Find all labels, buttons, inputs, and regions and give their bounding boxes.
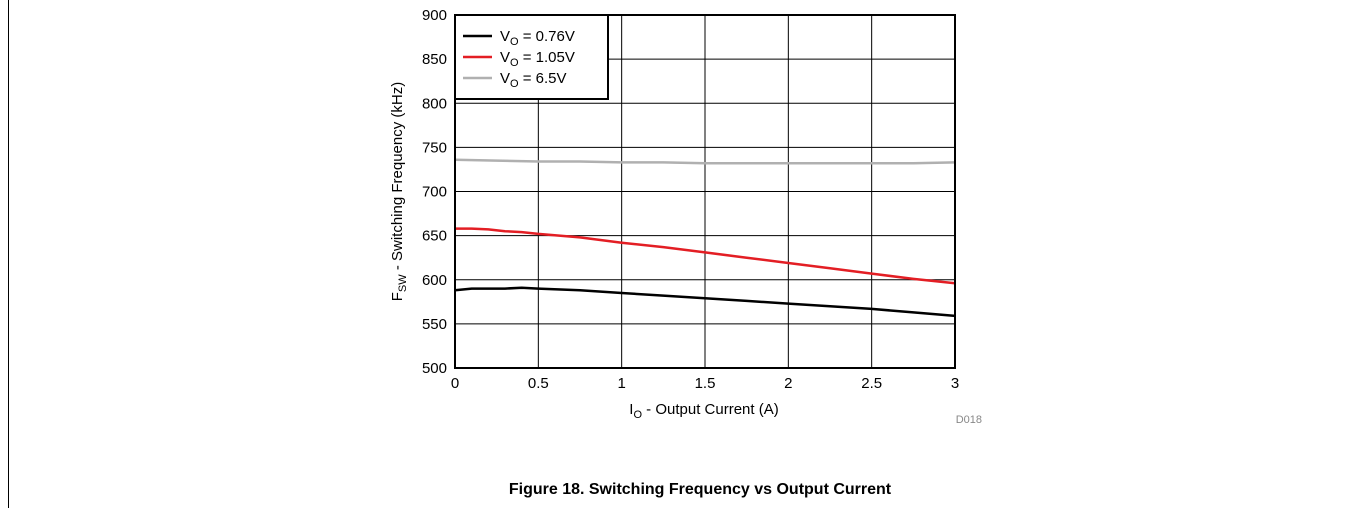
figure-caption: Figure 18. Switching Frequency vs Output… (508, 481, 892, 498)
series-line-0 (454, 286, 956, 318)
legend-label-main-0: V (500, 28, 510, 45)
grid (454, 14, 956, 369)
x-axis-label-rest: - Output Current (A) (642, 401, 779, 418)
legend-label-sub-2: O (510, 78, 519, 90)
x-tick-label-5: 2.5 (861, 375, 882, 392)
tick-labels: 0 0.5 1 1.5 2 2.5 3 500 550 600 650 700 750 800 850 900 (422, 7, 959, 392)
legend-label-rest-2: = 6.5V (519, 70, 567, 87)
series-line-2 (454, 158, 956, 165)
legend-label-0: VO = 0.76V (500, 28, 575, 48)
series-lines (454, 158, 956, 318)
x-axis-label-sub: O (633, 409, 642, 421)
y-tick-label-6: 800 (422, 95, 447, 112)
y-tick-label-7: 850 (422, 51, 447, 68)
figure-code: D018 (956, 414, 982, 426)
y-tick-label-1: 550 (422, 316, 447, 333)
page-left-border (8, 0, 9, 508)
series-line-1 (455, 227, 956, 285)
x-tick-label-1: 0.5 (528, 375, 549, 392)
x-tick-label-6: 3 (951, 375, 959, 392)
legend-label-2: VO = 6.5V (500, 70, 567, 90)
legend-label-rest-0: = 0.76V (519, 28, 575, 45)
legend-label-sub-1: O (510, 57, 519, 69)
legend-label-main-2: V (500, 70, 510, 87)
legend-label-1: VO = 1.05V (500, 49, 575, 69)
plot-frame (454, 14, 956, 369)
x-axis-label-main: I (629, 401, 633, 418)
y-axis-label-main: F (389, 292, 406, 301)
x-tick-label-2: 1 (617, 375, 625, 392)
y-tick-label-2: 600 (422, 272, 447, 289)
y-tick-label-5: 750 (422, 139, 447, 156)
y-axis-label-rest: - Switching Frequency (kHz) (389, 82, 406, 275)
x-tick-label-4: 2 (784, 375, 792, 392)
legend-label-sub-0: O (510, 36, 519, 48)
x-tick-label-3: 1.5 (695, 375, 716, 392)
legend-box (454, 14, 609, 100)
y-axis-label-sub: SW (397, 274, 409, 292)
y-axis-label: FSW - Switching Frequency (kHz) (389, 82, 409, 301)
y-tick-label-3: 650 (422, 228, 447, 245)
x-axis-label: IO - Output Current (A) (629, 401, 778, 421)
y-tick-label-0: 500 (422, 360, 447, 377)
x-tick-label-0: 0 (451, 375, 459, 392)
y-tick-label-4: 700 (422, 184, 447, 201)
legend-label-rest-1: = 1.05V (519, 49, 575, 66)
y-tick-label-8: 900 (422, 7, 447, 24)
legend-label-main-1: V (500, 49, 510, 66)
